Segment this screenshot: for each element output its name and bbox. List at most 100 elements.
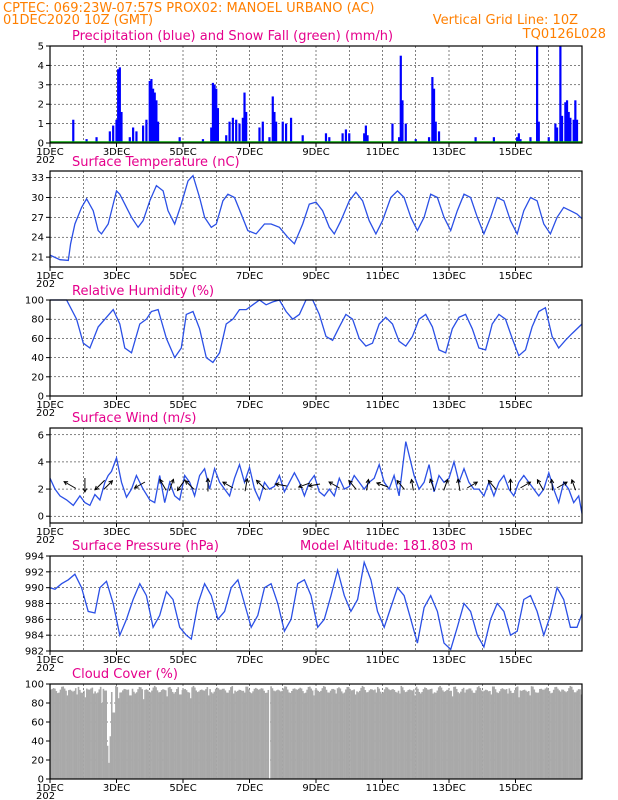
- cloud-bar: [421, 691, 423, 779]
- wind-arrow-head: [307, 483, 313, 488]
- precip-bar: [95, 137, 98, 143]
- cloud-bar: [392, 689, 394, 779]
- precip-bar: [151, 88, 155, 143]
- precip-bar: [560, 115, 564, 143]
- cloud-bar: [241, 690, 243, 779]
- cloud-bar: [327, 692, 329, 779]
- cloud-bar: [514, 690, 516, 779]
- precip-bar: [564, 102, 567, 143]
- cloud-bar: [199, 689, 202, 779]
- cloud-bar: [245, 686, 247, 779]
- cloud-bar: [464, 692, 466, 779]
- cloud-bar: [379, 691, 382, 779]
- precip-bar: [348, 133, 351, 143]
- cloud-bar: [480, 690, 483, 779]
- cloud-bar: [491, 686, 494, 779]
- precip-bar: [547, 137, 550, 143]
- wind-arrow: [487, 480, 497, 490]
- cloud-bar: [400, 685, 403, 779]
- cloud-bar: [342, 693, 344, 779]
- y-tick-label: 33: [31, 173, 44, 184]
- cloud-bar: [267, 689, 270, 779]
- cloud-bar: [496, 692, 498, 779]
- precip-bar: [574, 100, 577, 143]
- precip-bar: [155, 100, 158, 143]
- precip-bar: [120, 111, 123, 143]
- cloud-bar: [472, 692, 475, 779]
- cloud-bar: [500, 688, 502, 779]
- cloud-bar: [461, 688, 464, 779]
- cloud-bar: [297, 688, 300, 779]
- cloud-plot: 0 20 40 60 80 100 1DEC 3DEC 5DEC 7DEC 9DEC 11DEC 13D…: [25, 680, 583, 800]
- wind-arrow-head: [255, 479, 261, 485]
- precip-bar: [142, 125, 145, 143]
- cloud-bar: [385, 687, 387, 779]
- cloud-bar: [403, 690, 405, 779]
- cloud-bar: [246, 686, 249, 779]
- cloud-bar: [69, 689, 71, 779]
- cloud-bar: [394, 691, 397, 779]
- cloud-bar: [253, 688, 256, 779]
- wind-arrow: [328, 481, 340, 489]
- cloud-bar: [243, 692, 246, 779]
- cloud-bar: [177, 687, 180, 779]
- cloud-panel: Cloud Cover (%) 0 20 40 60 80 100 1DEC 3DEC 5DEC…: [25, 667, 583, 800]
- cloud-bar: [80, 692, 83, 779]
- wind-arrow-head: [133, 484, 139, 489]
- cloud-bar: [412, 689, 415, 779]
- cloud-bar: [299, 687, 301, 779]
- wind-arrow: [348, 480, 357, 490]
- wind-arrow-head: [526, 481, 532, 486]
- cloud-bar: [471, 690, 473, 779]
- wind-arrow-head: [536, 478, 542, 484]
- cloud-bar: [281, 690, 283, 779]
- cloud-bar: [534, 692, 537, 779]
- cloud-bar: [411, 690, 414, 779]
- header-run-time: 01DEC2020 10Z (GMT): [3, 13, 153, 28]
- cloud-bar: [97, 692, 99, 779]
- cloud-bar: [357, 692, 360, 779]
- precip-bar: [391, 123, 394, 143]
- cloud-bar: [135, 692, 138, 779]
- cloud-bar: [252, 691, 254, 779]
- cloud-bar: [346, 687, 349, 779]
- precip-bar: [117, 69, 120, 143]
- precip-bar: [567, 111, 570, 143]
- cloud-bar: [340, 691, 343, 779]
- cloud-bar: [293, 688, 296, 779]
- cloud-bar: [367, 692, 369, 779]
- cloud-bar: [498, 691, 501, 779]
- x-tick-label: 5DEC: [169, 271, 196, 282]
- cloud-bar: [321, 688, 324, 779]
- cloud-bar: [239, 689, 242, 779]
- precip-bar: [112, 125, 115, 143]
- cloud-bar: [570, 686, 573, 779]
- precip-bar: [72, 119, 75, 143]
- cloud-bar: [286, 689, 289, 779]
- precip-bar: [228, 121, 231, 143]
- cloud-bar: [382, 692, 385, 779]
- cloud-bar: [429, 688, 432, 779]
- y-tick-label: 6: [38, 430, 44, 441]
- cloud-bar: [435, 692, 437, 779]
- precip-bar: [364, 125, 367, 143]
- precip-bar: [301, 135, 304, 143]
- cloud-bar: [475, 690, 477, 779]
- cloud-bar: [317, 690, 319, 779]
- cloud-bar: [449, 690, 451, 779]
- cloud-bar: [303, 693, 306, 779]
- cloud-bar: [329, 690, 332, 779]
- cloud-bar: [138, 686, 141, 779]
- wind-arrow: [520, 481, 531, 489]
- cloud-bar: [263, 690, 265, 779]
- wind-arrow-head: [570, 478, 576, 484]
- cloud-bar: [347, 687, 350, 779]
- header-model-id: TQ0126L028: [522, 27, 606, 42]
- wind-plot: 0 2 4 6 1DEC 3DEC 5DEC 7DEC 9DEC 11DEC 13DEC 15DEC 2…: [36, 427, 583, 546]
- x-tick-label: 5DEC: [169, 783, 196, 794]
- plot-frame: [49, 299, 583, 397]
- series-line: [49, 174, 583, 262]
- series-line: [49, 559, 583, 651]
- x-year-label: 202: [36, 155, 55, 166]
- cloud-bar: [443, 691, 446, 779]
